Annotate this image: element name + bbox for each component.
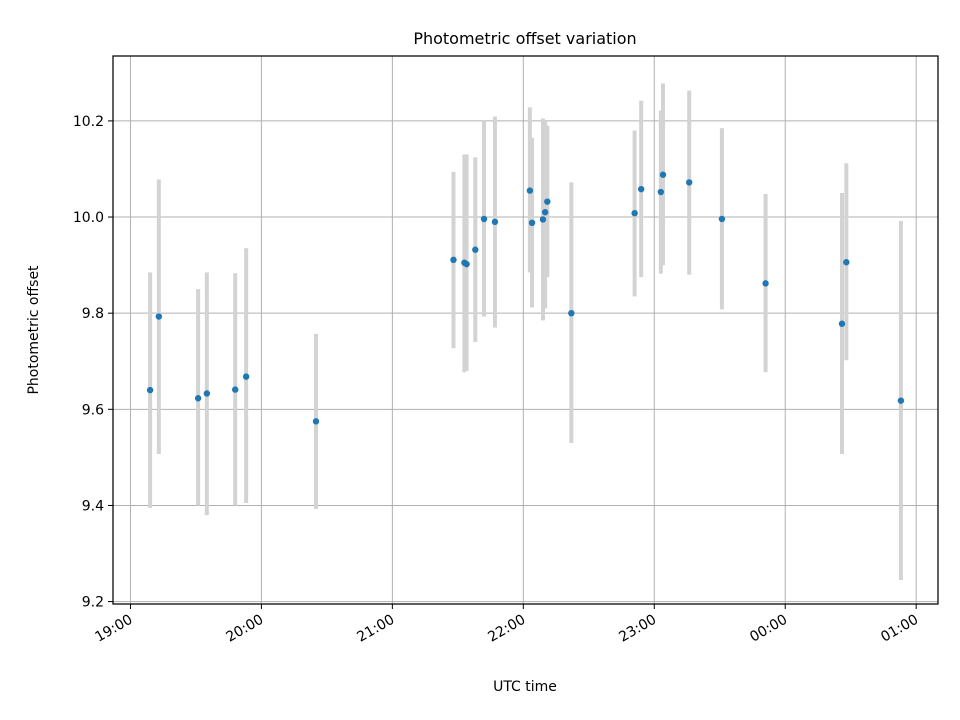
data-point [657, 188, 665, 196]
data-point [526, 187, 534, 194]
chart-title: Photometric offset variation [413, 29, 636, 48]
data-point [480, 215, 488, 223]
y-tick-label: 9.4 [82, 498, 104, 514]
data-point [312, 418, 320, 425]
data-point [146, 386, 154, 394]
y-tick-label: 9.8 [82, 306, 104, 322]
data-point [659, 171, 667, 178]
y-axis-label: Photometric offset [26, 265, 42, 395]
points [146, 171, 905, 425]
data-point [568, 309, 575, 317]
y-tick-label: 10.2 [73, 114, 104, 130]
data-point [718, 215, 726, 223]
y-tick-label: 9.2 [82, 595, 104, 611]
data-point [838, 320, 846, 327]
data-point [544, 198, 551, 205]
data-point [539, 216, 547, 223]
data-point [762, 280, 769, 287]
data-point [203, 390, 211, 397]
data-point [242, 373, 250, 380]
data-point [897, 397, 905, 404]
data-point [685, 179, 693, 186]
plot-frame [112, 55, 939, 605]
data-point [472, 246, 479, 253]
data-point [637, 185, 645, 193]
data-point [155, 313, 163, 320]
data-point [528, 219, 536, 227]
y-tick-label: 9.6 [82, 402, 104, 418]
data-point [491, 218, 499, 226]
x-axis-label: UTC time [493, 679, 557, 695]
data-point [463, 260, 470, 268]
grid [113, 56, 938, 604]
data-point [631, 209, 638, 217]
data-point [843, 259, 850, 266]
data-point [194, 395, 202, 402]
data-point [541, 209, 549, 216]
data-point [450, 256, 457, 264]
y-axis: 9.2 9.4 9.6 9.8 10.0 10.2 [73, 114, 113, 611]
y-tick-label: 10.0 [73, 210, 104, 226]
data-point [232, 386, 239, 393]
